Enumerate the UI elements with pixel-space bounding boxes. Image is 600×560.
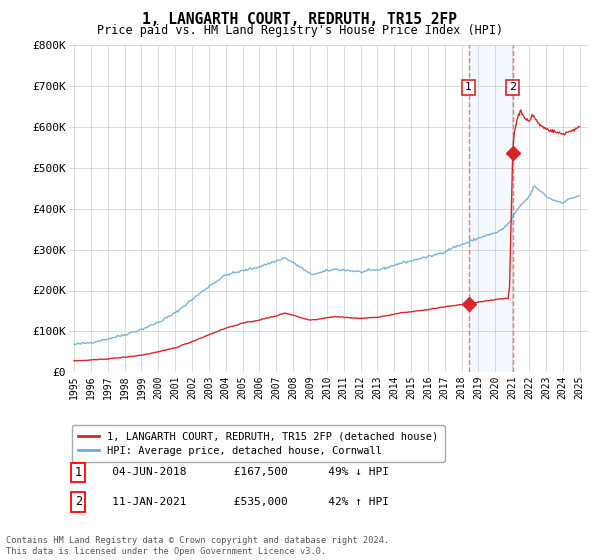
Text: 1, LANGARTH COURT, REDRUTH, TR15 2FP: 1, LANGARTH COURT, REDRUTH, TR15 2FP <box>143 12 458 27</box>
Text: 2: 2 <box>509 82 516 92</box>
Text: Price paid vs. HM Land Registry's House Price Index (HPI): Price paid vs. HM Land Registry's House … <box>97 24 503 37</box>
Text: 1: 1 <box>465 82 472 92</box>
Text: 11-JAN-2021       £535,000      42% ↑ HPI: 11-JAN-2021 £535,000 42% ↑ HPI <box>92 497 389 507</box>
Legend: 1, LANGARTH COURT, REDRUTH, TR15 2FP (detached house), HPI: Average price, detac: 1, LANGARTH COURT, REDRUTH, TR15 2FP (de… <box>71 425 445 462</box>
Text: 04-JUN-2018       £167,500      49% ↓ HPI: 04-JUN-2018 £167,500 49% ↓ HPI <box>92 467 389 477</box>
Text: 2: 2 <box>75 495 82 508</box>
Bar <box>469 45 512 372</box>
Text: 1: 1 <box>75 466 82 479</box>
Text: Contains HM Land Registry data © Crown copyright and database right 2024.
This d: Contains HM Land Registry data © Crown c… <box>6 536 389 556</box>
